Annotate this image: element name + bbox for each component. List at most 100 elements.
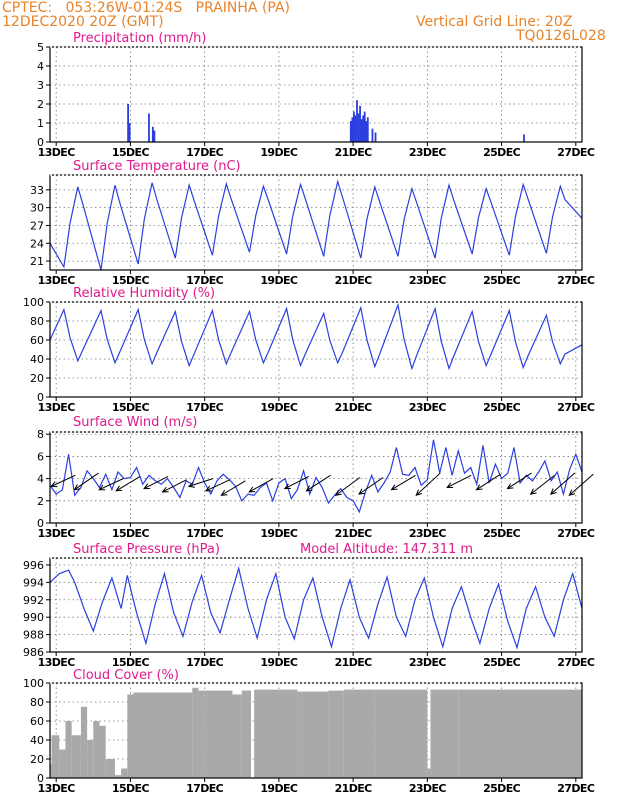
wind-arrow-shaft	[162, 479, 187, 493]
cloud-cover-bar	[133, 692, 193, 778]
y-tick-label: 100	[23, 296, 44, 309]
y-tick-label: 30	[30, 202, 44, 215]
y-tick-label: 33	[30, 184, 44, 197]
x-tick-label: 25DEC	[483, 782, 521, 795]
y-tick-label: 6	[37, 450, 44, 463]
cloud-cover-bar	[204, 690, 233, 778]
wind-arrow-shaft	[391, 474, 416, 491]
cloud-cover-bar	[513, 689, 582, 778]
x-tick-label: 17DEC	[186, 782, 224, 795]
humidity-series	[49, 302, 583, 371]
panel-title: Precipitation (mm/h)	[73, 31, 206, 46]
panel-title: Relative Humidity (%)	[73, 286, 215, 301]
precip-bar	[366, 117, 369, 142]
precip-bar	[371, 128, 374, 142]
wind-arrow	[390, 474, 416, 491]
cloud-cover-bar	[241, 690, 252, 778]
y-tick-label: 996	[23, 559, 44, 572]
wind-arrow	[204, 479, 231, 492]
y-tick-label: 2	[37, 495, 44, 508]
x-tick-label: 27DEC	[557, 146, 595, 159]
x-tick-label: 15DEC	[112, 274, 150, 287]
cloud-cover-bar	[59, 749, 66, 778]
y-tick-label: 4	[37, 60, 44, 73]
wind-arrow	[446, 474, 472, 489]
cloud-cover-bar	[458, 689, 514, 778]
x-tick-label: 23DEC	[409, 656, 447, 669]
y-tick-label: 0	[37, 391, 44, 404]
panel-frame	[49, 557, 583, 653]
wind-arrow-shaft	[188, 478, 214, 487]
y-tick-label: 24	[30, 237, 44, 250]
wind-arrow-head	[73, 484, 81, 491]
x-tick-label: 27DEC	[557, 401, 595, 414]
x-tick-label: 17DEC	[186, 656, 224, 669]
wind-arrow-shaft	[74, 472, 99, 491]
precip-bar	[374, 132, 377, 142]
wind-arrow-shaft	[248, 478, 274, 493]
wind-arrow-shaft	[415, 472, 441, 496]
y-tick-label: 990	[23, 611, 44, 624]
y-tick-label: 20	[30, 753, 44, 766]
wind-arrow-head	[334, 489, 342, 496]
wind-arrow	[220, 480, 246, 496]
precip-bar	[351, 117, 354, 142]
x-tick-label: 17DEC	[186, 274, 224, 287]
wind-arrow-head	[568, 489, 576, 497]
x-tick-label: 17DEC	[186, 527, 224, 540]
panel-title: Surface Wind (m/s)	[73, 415, 197, 430]
cloud-cover-bar	[430, 689, 459, 778]
y-tick-label: 27	[30, 219, 44, 232]
x-tick-label: 25DEC	[483, 527, 521, 540]
x-tick-label: 19DEC	[260, 146, 298, 159]
cloud-cover-bar	[87, 740, 94, 778]
x-tick-label: 15DEC	[112, 527, 150, 540]
y-tick-label: 1	[37, 117, 44, 130]
x-tick-label: 27DEC	[557, 274, 595, 287]
y-tick-label: 992	[23, 594, 44, 607]
wind-arrow	[248, 478, 274, 493]
wind-arrow-shaft	[569, 473, 594, 496]
cloud-cover-bar	[65, 721, 72, 778]
precip-bar	[363, 111, 366, 142]
y-tick-label: 994	[23, 576, 44, 589]
wind-arrow-head	[115, 485, 123, 492]
precip-bar	[357, 113, 360, 142]
wind-arrow-head	[390, 484, 398, 491]
cloud-cover-bar	[198, 690, 205, 778]
cloud-cover-bar	[254, 689, 298, 778]
precip-bar	[360, 119, 363, 142]
wind-arrow-shaft	[476, 473, 501, 491]
x-tick-label: 23DEC	[409, 401, 447, 414]
precip-bar	[356, 100, 358, 142]
y-tick-label: 5	[37, 41, 44, 54]
x-tick-label: 21DEC	[335, 146, 373, 159]
x-tick-label: 13DEC	[38, 274, 76, 287]
panel-title: Surface Pressure (hPa)	[73, 542, 220, 557]
wind-arrow	[50, 474, 76, 487]
x-tick-label: 21DEC	[335, 656, 373, 669]
x-tick-label: 13DEC	[38, 401, 76, 414]
x-tick-label: 25DEC	[483, 656, 521, 669]
wind-arrow	[161, 479, 187, 493]
cloud-cover-bar	[328, 690, 344, 778]
wind-arrow-shaft	[446, 474, 472, 488]
x-tick-label: 25DEC	[483, 146, 521, 159]
wind-arrow-shaft	[530, 474, 556, 495]
y-tick-label: 60	[30, 715, 44, 728]
wind-arrow-shaft	[205, 479, 231, 492]
x-tick-label: 21DEC	[335, 527, 373, 540]
wind-arrow-head	[506, 483, 514, 490]
precip-bar	[128, 123, 131, 142]
x-tick-label: 23DEC	[409, 527, 447, 540]
cloud-cover-bar	[105, 759, 115, 778]
wind-arrow	[549, 472, 576, 495]
panel-title: Cloud Cover (%)	[73, 668, 179, 683]
x-tick-label: 19DEC	[260, 782, 298, 795]
wind-arrow-head	[305, 485, 313, 492]
wind-arrow-shaft	[550, 472, 576, 495]
x-tick-label: 15DEC	[112, 782, 150, 795]
x-tick-label: 19DEC	[260, 401, 298, 414]
y-tick-label: 21	[30, 255, 44, 268]
cloud-cover-bar	[93, 721, 100, 778]
